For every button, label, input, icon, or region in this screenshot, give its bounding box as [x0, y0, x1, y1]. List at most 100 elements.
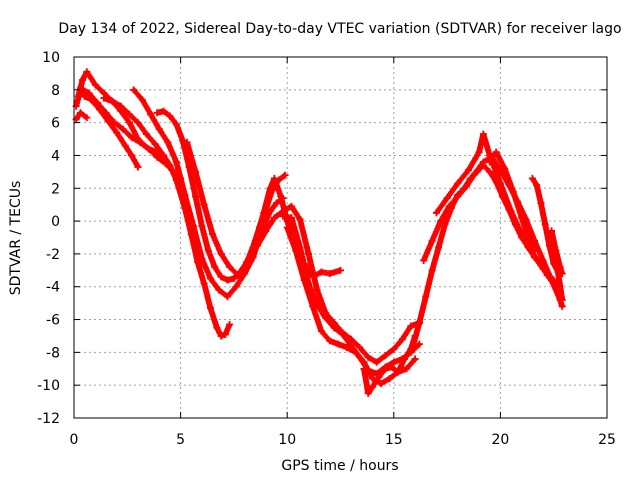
data-point	[334, 340, 342, 348]
data-point	[400, 355, 408, 363]
data-point	[524, 234, 532, 241]
y-tick-label: -6	[46, 313, 60, 329]
data-point	[437, 217, 445, 225]
data-point	[79, 76, 87, 84]
data-point	[200, 201, 208, 209]
data-point	[381, 365, 389, 373]
data-point	[462, 183, 470, 191]
data-point	[390, 358, 398, 366]
data-point	[113, 128, 121, 136]
data-point	[411, 355, 419, 363]
data-point	[317, 327, 325, 335]
data-point	[83, 114, 91, 122]
y-tick-label: -8	[46, 345, 60, 361]
data-point	[232, 283, 240, 291]
y-axis-label: SDTVAR / TECUs	[8, 181, 24, 296]
x-tick-label: 15	[385, 432, 403, 448]
data-point	[313, 286, 321, 294]
data-point	[213, 324, 221, 332]
data-point	[164, 138, 172, 146]
data-point	[119, 125, 127, 133]
series-pass-16	[486, 148, 539, 255]
data-point	[531, 247, 539, 255]
data-point	[558, 302, 566, 310]
data-point	[339, 330, 347, 338]
data-point	[262, 227, 270, 235]
data-point	[128, 151, 136, 159]
data-point	[518, 214, 526, 222]
x-tick-label: 25	[598, 432, 616, 448]
data-point	[172, 158, 180, 166]
data-point	[420, 256, 428, 264]
data-point	[441, 220, 449, 228]
data-point	[296, 215, 304, 223]
data-point	[117, 102, 125, 110]
y-tick-label: 4	[51, 148, 60, 164]
data-point	[550, 276, 558, 284]
data-point	[111, 119, 119, 127]
data-point	[415, 319, 423, 327]
data-point	[215, 286, 223, 294]
data-point	[558, 270, 566, 278]
x-tick-label: 10	[278, 432, 296, 448]
data-point	[360, 365, 368, 373]
data-point	[558, 296, 566, 304]
data-point	[475, 148, 483, 156]
data-point	[277, 192, 285, 200]
data-point	[166, 112, 174, 120]
y-tick-label: 6	[51, 116, 60, 132]
data-point	[200, 279, 208, 287]
data-point	[160, 107, 168, 115]
data-point	[151, 140, 159, 148]
data-points	[72, 68, 566, 397]
data-point	[322, 314, 330, 322]
data-point	[128, 133, 136, 141]
data-point	[283, 224, 291, 232]
data-point	[471, 170, 479, 178]
data-point	[226, 320, 234, 328]
data-point	[464, 166, 472, 174]
data-point	[81, 92, 89, 100]
data-point	[541, 220, 549, 228]
series-pass-11	[283, 224, 419, 388]
series-pass-15	[432, 130, 566, 310]
series-pass-18	[548, 227, 566, 278]
data-point	[189, 222, 197, 230]
grid	[74, 57, 607, 418]
data-point	[375, 373, 383, 381]
data-point	[134, 163, 142, 171]
data-point	[381, 352, 389, 360]
data-point	[343, 343, 351, 351]
series-pass-6	[130, 86, 287, 301]
data-point	[287, 202, 295, 210]
data-point	[432, 209, 440, 217]
data-point	[209, 230, 217, 238]
data-point	[108, 97, 116, 105]
data-point	[194, 258, 202, 266]
data-point	[409, 342, 417, 350]
data-point	[183, 138, 191, 146]
data-point	[309, 302, 317, 310]
data-point	[507, 207, 515, 215]
data-point	[102, 109, 110, 117]
data-point	[403, 365, 411, 373]
data-point	[134, 119, 142, 127]
data-point	[270, 174, 278, 182]
data-point	[398, 335, 406, 343]
data-point	[539, 256, 547, 264]
data-point	[266, 184, 274, 192]
data-point	[445, 202, 453, 210]
data-point	[226, 263, 234, 271]
data-point	[326, 337, 334, 345]
data-point	[501, 165, 509, 173]
data-point	[356, 343, 364, 351]
data-point	[76, 109, 84, 117]
data-point	[486, 158, 494, 166]
data-point	[192, 168, 200, 176]
data-point	[351, 348, 359, 356]
series-pass-9	[253, 202, 423, 366]
data-point	[388, 363, 396, 371]
y-tick-label: -2	[46, 247, 60, 263]
